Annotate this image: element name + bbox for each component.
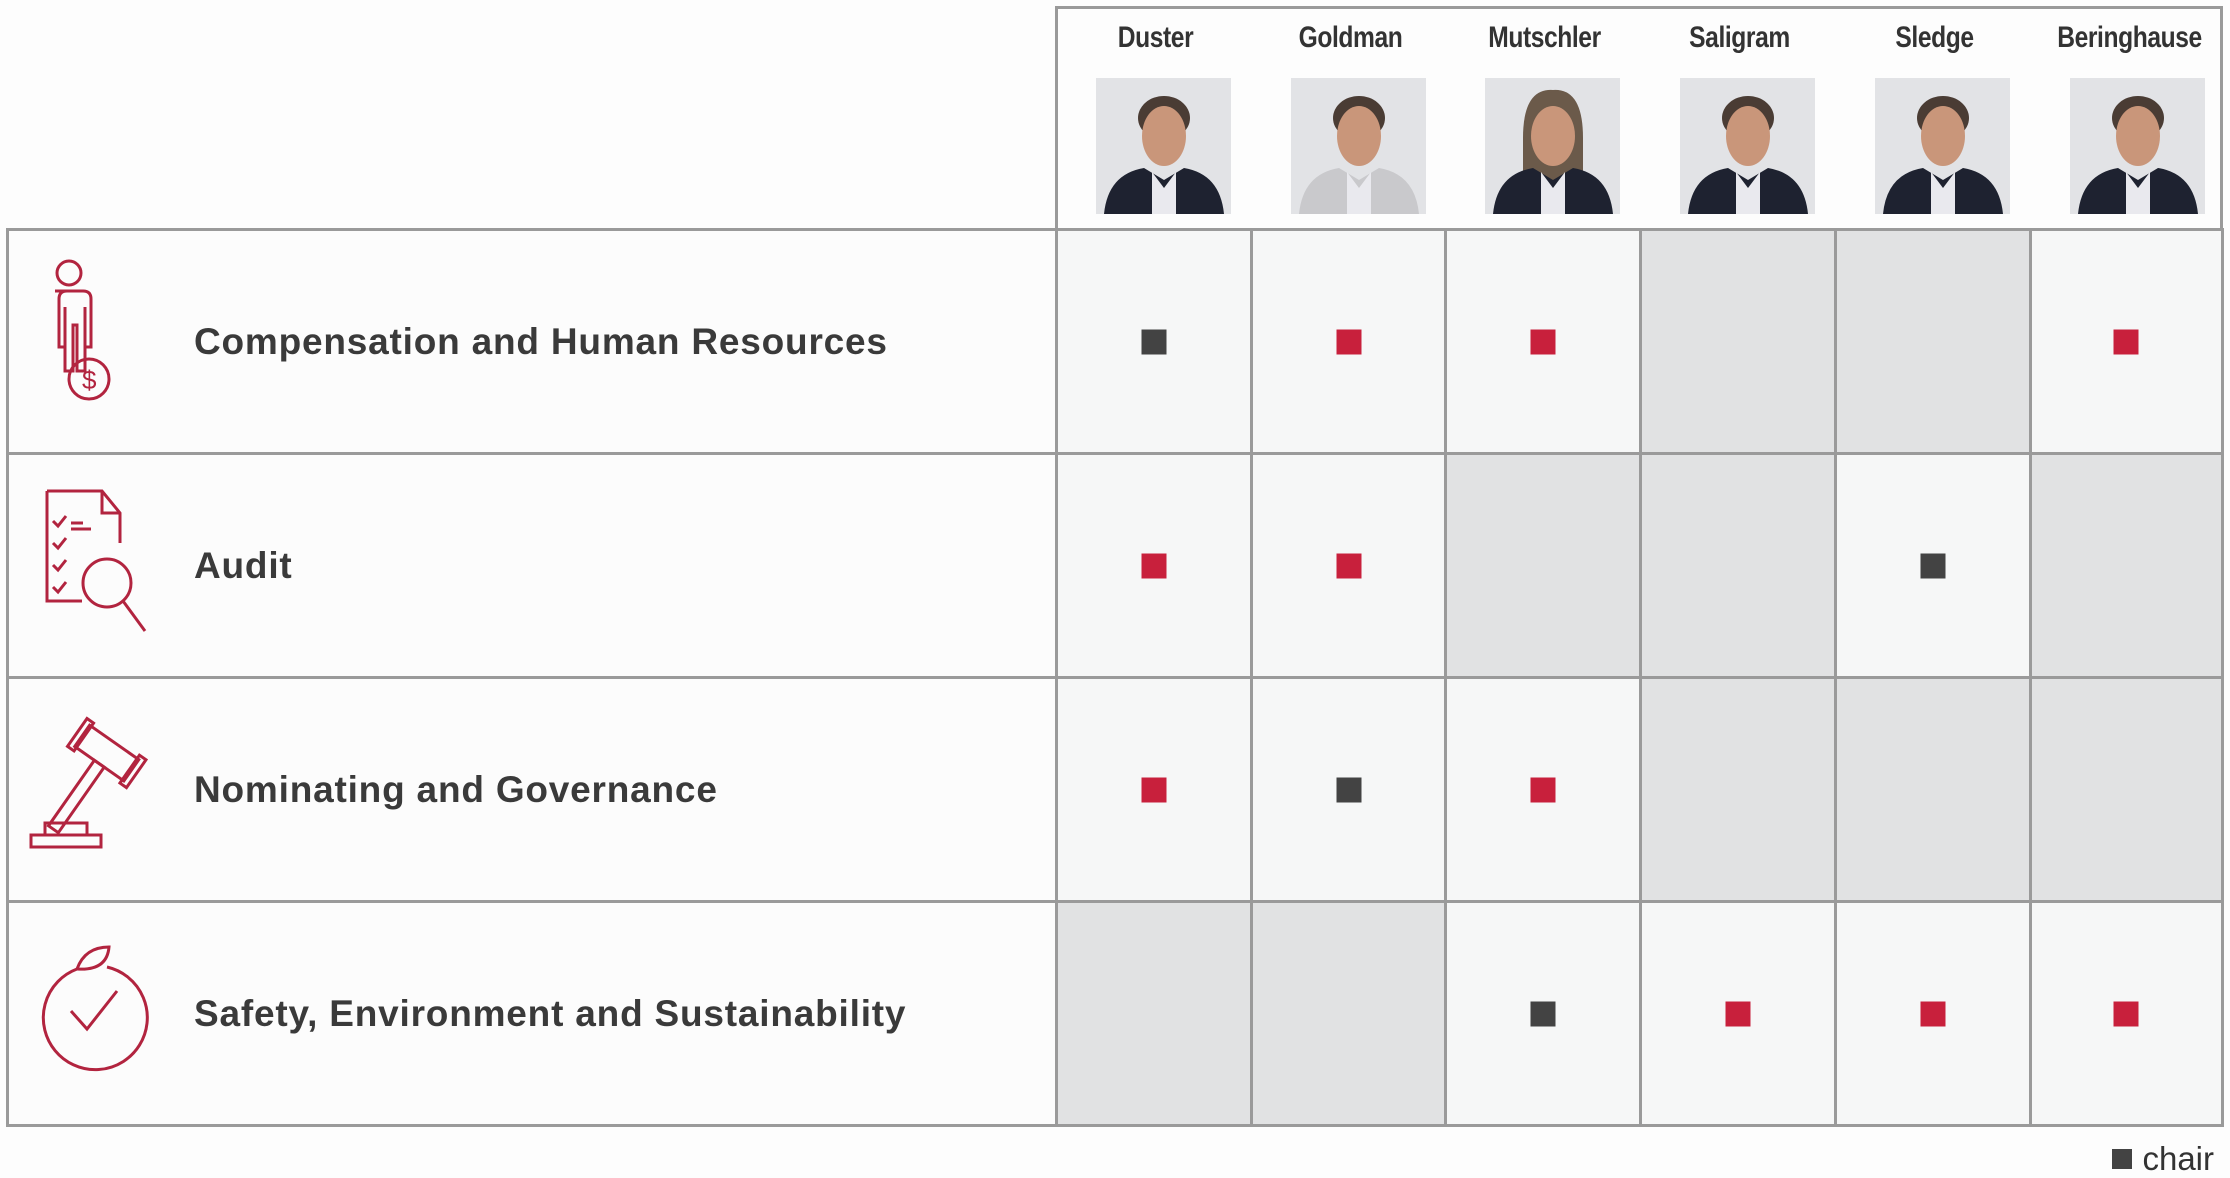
- committee-name: Safety, Environment and Sustainability: [194, 992, 907, 1034]
- membership-cell: [1249, 900, 1445, 1127]
- membership-cell: [1249, 228, 1445, 452]
- member-name: Duster: [1117, 21, 1194, 54]
- member-name: Mutschler: [1488, 21, 1602, 54]
- legend: chair: [2112, 1140, 2214, 1178]
- membership-cell: [2028, 676, 2224, 900]
- committee-row: $ Compensation and Human Resources: [6, 228, 2224, 452]
- member-marker: [2113, 329, 2139, 354]
- chair-marker: [1920, 553, 1946, 578]
- member-marker: [1920, 1001, 1946, 1026]
- checklist-magnifier-icon: [27, 483, 167, 643]
- membership-cell: [1833, 676, 2029, 900]
- member-name: Saligram: [1689, 21, 1790, 54]
- member-marker: [1141, 777, 1167, 802]
- member-header: Duster Goldman Mutschler Saligram Sledge…: [1055, 6, 2223, 228]
- person-dollar-icon: $: [27, 259, 167, 419]
- svg-text:$: $: [82, 365, 97, 395]
- committee-row: Audit: [6, 452, 2224, 676]
- membership-cell: [1249, 452, 1445, 676]
- membership-cell: [1444, 452, 1640, 676]
- gavel-icon: [27, 707, 167, 867]
- chair-swatch-icon: [2112, 1149, 2133, 1169]
- committee-row: Nominating and Governance: [6, 676, 2224, 900]
- committee-name: Audit: [194, 544, 293, 586]
- membership-cell: [1833, 900, 2029, 1127]
- membership-cell: [1639, 228, 1835, 452]
- committee-label-cell: Safety, Environment and Sustainability: [6, 900, 1055, 1127]
- member-column-header: Mutschler: [1447, 9, 1642, 231]
- member-photo: [1096, 78, 1231, 214]
- committee-label-cell: Nominating and Governance: [6, 676, 1055, 900]
- member-marker: [1336, 553, 1362, 578]
- committee-label-cell: $ Compensation and Human Resources: [6, 228, 1055, 452]
- membership-cell: [2028, 228, 2224, 452]
- member-marker: [1725, 1001, 1751, 1026]
- member-marker: [1141, 553, 1167, 578]
- committee-name: Nominating and Governance: [194, 768, 718, 810]
- chair-marker: [1530, 1001, 1556, 1026]
- member-column-header: Saligram: [1642, 9, 1837, 231]
- member-column-header: Duster: [1058, 9, 1253, 231]
- chair-marker: [1141, 329, 1167, 354]
- membership-cell: [1833, 452, 2029, 676]
- member-photo: [1290, 78, 1426, 214]
- committee-matrix: $ Compensation and Human Resources Audit…: [6, 228, 2224, 1127]
- member-column-header: Sledge: [1837, 9, 2032, 231]
- membership-cell: [1055, 676, 1250, 900]
- member-photo: [1680, 78, 1816, 214]
- committee-row: Safety, Environment and Sustainability: [6, 900, 2224, 1127]
- membership-cell: [1444, 228, 1640, 452]
- member-photo: [2069, 78, 2205, 214]
- member-marker: [2113, 1001, 2139, 1026]
- member-marker: [1530, 329, 1556, 354]
- committee-label-cell: Audit: [6, 452, 1055, 676]
- membership-cell: [1444, 676, 1640, 900]
- membership-cell: [2028, 452, 2224, 676]
- leaf-check-icon: [27, 931, 167, 1091]
- chair-marker: [1336, 777, 1362, 802]
- member-name: Beringhause: [2056, 21, 2202, 54]
- legend-label: chair: [2142, 1140, 2214, 1177]
- membership-cell: [1055, 228, 1250, 452]
- membership-cell: [1639, 676, 1835, 900]
- member-marker: [1336, 329, 1362, 354]
- member-photo: [1485, 78, 1621, 214]
- membership-cell: [1639, 452, 1835, 676]
- member-column-header: Goldman: [1253, 9, 1448, 231]
- member-marker: [1530, 777, 1556, 802]
- member-name: Sledge: [1895, 21, 1974, 54]
- membership-cell: [1249, 676, 1445, 900]
- member-photo: [1874, 78, 2010, 214]
- membership-cell: [2028, 900, 2224, 1127]
- membership-cell: [1833, 228, 2029, 452]
- member-name: Goldman: [1298, 21, 1403, 54]
- member-column-header: Beringhause: [2032, 9, 2227, 231]
- membership-cell: [1639, 900, 1835, 1127]
- membership-cell: [1444, 900, 1640, 1127]
- membership-cell: [1055, 900, 1250, 1127]
- membership-cell: [1055, 452, 1250, 676]
- committee-name: Compensation and Human Resources: [194, 320, 888, 362]
